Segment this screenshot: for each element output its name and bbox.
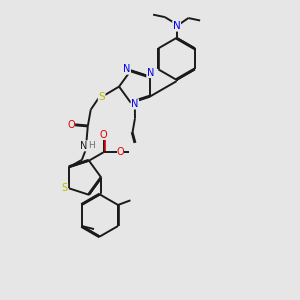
Text: O: O	[100, 130, 107, 140]
Text: N: N	[147, 68, 154, 78]
Text: N: N	[123, 64, 130, 74]
Text: O: O	[117, 147, 124, 157]
Text: H: H	[88, 141, 95, 150]
Text: N: N	[80, 141, 88, 151]
Text: S: S	[61, 183, 68, 193]
Text: N: N	[173, 21, 181, 31]
Text: N: N	[131, 99, 139, 109]
Text: O: O	[67, 120, 75, 130]
Text: S: S	[98, 92, 105, 102]
